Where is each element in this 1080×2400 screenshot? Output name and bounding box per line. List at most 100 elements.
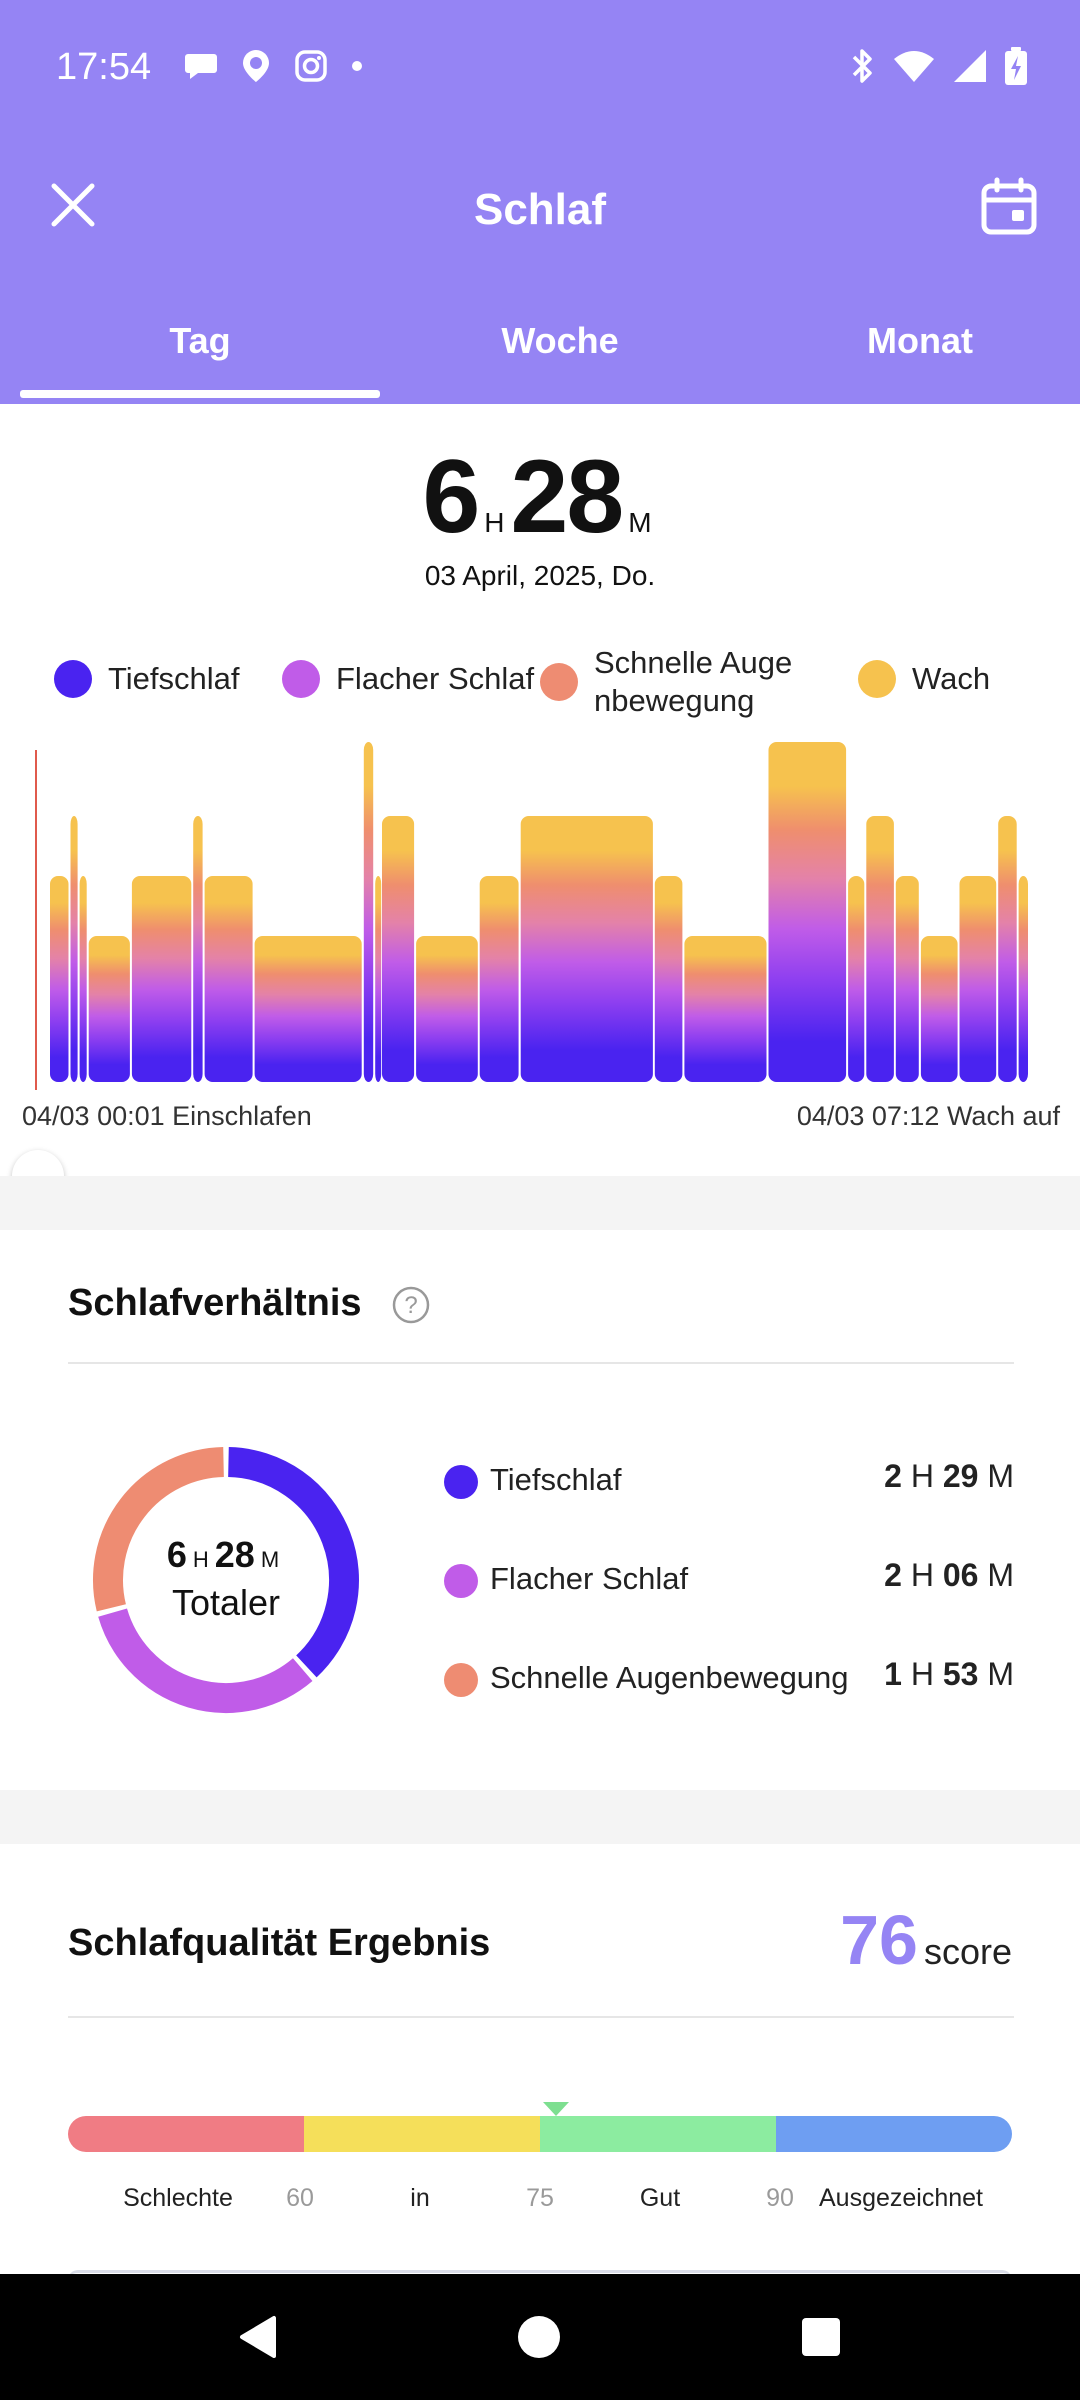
legend-rem-sleep: Schnelle Auge nbewegung — [540, 644, 824, 720]
ratio-minutes: 29 — [942, 1458, 979, 1494]
speech-bubble-icon — [185, 54, 217, 79]
quality-scale-bar — [68, 2116, 1012, 2152]
sleep-stage-chart — [35, 742, 1028, 1090]
quality-band-fair — [304, 2116, 540, 2152]
ratio-dot — [444, 1465, 478, 1499]
quality-label-good: Gut — [639, 2184, 681, 2212]
sleep-stage-segment — [895, 876, 919, 1082]
quality-label-excellent: Ausgezeichnet — [818, 2184, 983, 2212]
wake-up-label: 04/03 07:12 Wach auf — [796, 1101, 1060, 1131]
system-navigation-bar — [0, 2274, 1080, 2400]
quality-band-excellent — [776, 2116, 1012, 2152]
total-hours: 6 — [422, 439, 480, 555]
sleep-stage-segment — [254, 936, 362, 1082]
donut-minutes: 28 — [214, 1534, 255, 1575]
legend-deep-sleep: Tiefschlaf — [54, 660, 240, 698]
sleep-stage-segment — [920, 936, 958, 1082]
instagram-icon — [295, 50, 327, 82]
total-minutes: 28 — [510, 439, 625, 555]
pin-icon — [243, 50, 269, 82]
legend-dot — [282, 660, 320, 698]
sleep-stage-segment — [50, 876, 69, 1082]
next-card-edge — [68, 2270, 1012, 2280]
wifi-icon — [894, 51, 934, 82]
donut-total-label: Totaler — [171, 1582, 281, 1623]
dot-icon — [352, 61, 362, 71]
ratio-minutes-unit: M — [987, 1458, 1014, 1494]
quality-label-poor: Schlechte — [123, 2184, 233, 2212]
tab-day[interactable]: Tag — [169, 320, 231, 361]
sleep-ratio-donut — [93, 1447, 359, 1713]
minutes-unit: M — [628, 507, 652, 538]
nav-recents-button[interactable] — [776, 2294, 866, 2380]
donut-total-duration: 6 H 28 M — [80, 1534, 372, 1581]
back-icon — [240, 2316, 276, 2358]
sleep-start-label: 04/03 00:01 Einschlafen — [22, 1101, 312, 1131]
bluetooth-icon — [852, 49, 872, 83]
sleep-date: 03 April, 2025, Do. — [424, 560, 656, 591]
ratio-minutes-unit: M — [987, 1557, 1014, 1593]
ratio-duration: 2 H 29 M — [884, 1458, 1014, 1495]
sleep-stage-segment — [848, 876, 865, 1082]
home-icon — [518, 2316, 560, 2358]
ratio-hours: 1 — [884, 1656, 902, 1692]
sleep-stage-segment — [654, 876, 683, 1082]
ratio-hours: 2 — [884, 1458, 902, 1494]
sleep-stage-segment — [959, 876, 997, 1082]
sleep-stage-segment — [204, 876, 253, 1082]
quality-threshold: 90 — [766, 2184, 794, 2212]
nav-back-button[interactable] — [214, 2294, 304, 2380]
sleep-stage-segment — [1018, 876, 1028, 1082]
recents-icon — [802, 2318, 840, 2356]
donut-segment — [227, 1447, 359, 1678]
notification-icons — [184, 48, 364, 84]
donut-center-total: 6 H 28 M Totaler — [80, 1534, 372, 1625]
sleep-stage-segment — [193, 816, 203, 1082]
divider — [68, 2016, 1014, 2018]
divider — [68, 1362, 1014, 1364]
sleep-stage-segment — [866, 816, 894, 1082]
ratio-row-deep-sleep: Tiefschlaf 2 H 29 M — [444, 1458, 1014, 1506]
calendar-button[interactable] — [978, 176, 1040, 238]
sleep-stage-segment — [382, 816, 415, 1082]
tab-month[interactable]: Monat — [867, 320, 973, 361]
quality-threshold: 75 — [526, 2184, 554, 2212]
period-tabs: Tag Woche Monat — [0, 308, 1080, 404]
sleep-stage-segment — [998, 816, 1017, 1082]
score-unit: score — [923, 1931, 1012, 1972]
section-separator — [0, 1790, 1080, 1844]
legend-light-sleep: Flacher Schlaf — [282, 660, 534, 698]
system-icons — [848, 46, 1028, 86]
ratio-duration: 2 H 06 M — [884, 1557, 1014, 1594]
ratio-minutes: 53 — [942, 1656, 979, 1692]
sleep-score: 76 score — [840, 1900, 1012, 1980]
close-button[interactable] — [44, 176, 102, 234]
ratio-hours-unit: H — [910, 1656, 934, 1692]
sleep-stage-segment — [79, 876, 87, 1082]
sleep-stage-segment — [768, 742, 847, 1082]
legend-dot — [540, 663, 578, 701]
ratio-hours: 2 — [884, 1557, 902, 1593]
ratio-label: Schnelle Augenbewegung — [490, 1660, 849, 1695]
legend-label: Flacher Schlaf — [336, 661, 535, 696]
sleep-ratio-title: Schlafverhältnis — [68, 1282, 362, 1324]
tab-week[interactable]: Woche — [501, 320, 619, 361]
donut-minutes-unit: M — [260, 1547, 280, 1572]
ratio-row-rem-sleep: Schnelle Augenbewegung 1 H 53 M — [444, 1656, 1014, 1704]
quality-label-fair: in — [410, 2184, 430, 2212]
ratio-duration: 1 H 53 M — [884, 1656, 1014, 1693]
nav-home-button[interactable] — [494, 2294, 584, 2380]
page-title: Schlaf — [473, 185, 607, 234]
score-value: 76 — [840, 1901, 918, 1979]
sleep-stage-segment — [88, 936, 130, 1082]
ratio-minutes-unit: M — [987, 1656, 1014, 1692]
ratio-row-light-sleep: Flacher Schlaf 2 H 06 M — [444, 1557, 1014, 1605]
donut-hours-unit: H — [192, 1547, 209, 1572]
legend-label: Schnelle Auge nbewegung — [594, 645, 793, 718]
help-icon[interactable]: ? — [392, 1286, 430, 1324]
signal-icon — [954, 50, 986, 82]
quality-threshold: 60 — [286, 2184, 314, 2212]
sleep-stage-segment — [375, 876, 382, 1082]
hours-unit: H — [484, 507, 505, 538]
quality-band-poor — [68, 2116, 304, 2152]
